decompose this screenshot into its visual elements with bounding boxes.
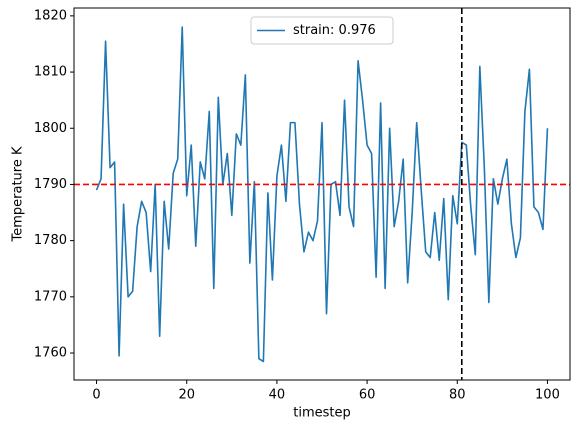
legend-label: strain: 0.976 bbox=[293, 23, 376, 38]
y-tick-label: 1810 bbox=[34, 65, 67, 80]
y-tick-label: 1780 bbox=[34, 233, 67, 248]
x-tick-label: 20 bbox=[178, 388, 195, 403]
axes-frame bbox=[73, 7, 571, 381]
y-tick-label: 1770 bbox=[34, 289, 67, 304]
x-tick-label: 0 bbox=[92, 388, 100, 403]
y-axis-label: Temperature K bbox=[11, 146, 26, 242]
data-line bbox=[95, 26, 549, 363]
x-tick-label: 60 bbox=[359, 388, 376, 403]
x-tick-label: 40 bbox=[269, 388, 286, 403]
y-tick-label: 1760 bbox=[34, 346, 67, 361]
x-tick-label: 100 bbox=[535, 388, 560, 403]
x-axis-label: timestep bbox=[293, 406, 351, 421]
legend-box bbox=[250, 16, 394, 45]
y-tick-label: 1820 bbox=[34, 8, 67, 23]
x-tick-label: 80 bbox=[449, 388, 466, 403]
y-tick-label: 1790 bbox=[34, 177, 67, 192]
y-tick-label: 1800 bbox=[34, 121, 67, 136]
